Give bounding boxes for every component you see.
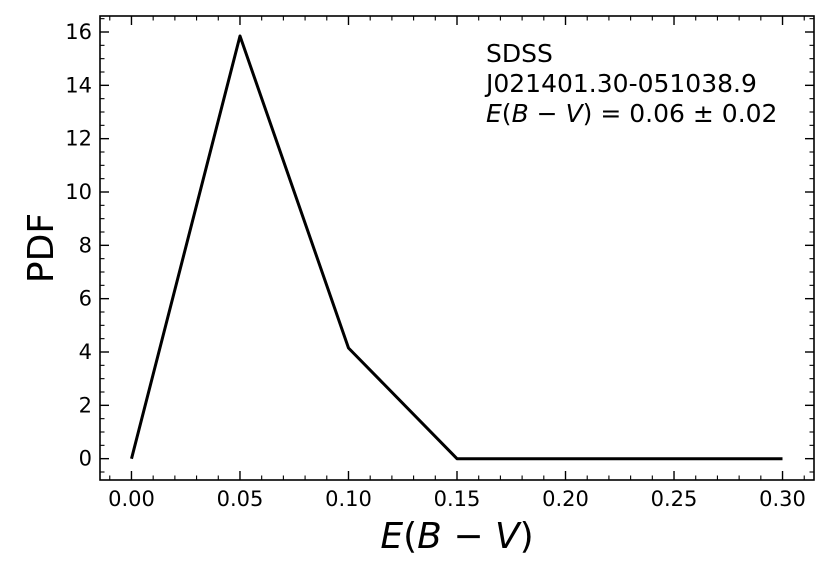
y-tick-label: 10 <box>65 180 92 204</box>
y-tick-label: 16 <box>65 20 92 44</box>
y-tick-labels: 0 2 4 6 8 10 12 14 16 <box>65 20 92 471</box>
x-tick-label: 0.30 <box>759 487 806 511</box>
annotation-line-2: J021401.30-051038.9 <box>484 69 757 98</box>
y-tick-label: 2 <box>79 393 92 417</box>
series-layer <box>130 34 783 461</box>
y-axis-title: PDF <box>21 213 62 283</box>
y-tick-label: 14 <box>65 73 92 97</box>
x-tick-label: 0.20 <box>542 487 589 511</box>
plot-frame <box>99 15 815 481</box>
plot-background <box>100 16 814 480</box>
annotation: SDSS J021401.30-051038.9 E(B − V) = 0.06… <box>484 39 777 128</box>
annotation-line-1: SDSS <box>486 39 553 68</box>
x-axis-title: E(B − V) <box>380 516 533 557</box>
major-ticks <box>100 16 814 480</box>
x-tick-label: 0.00 <box>108 487 155 511</box>
x-tick-labels: 0.00 0.05 0.10 0.15 0.20 0.25 0.30 <box>108 487 806 511</box>
pdf-series-line <box>130 34 783 461</box>
y-tick-label: 6 <box>79 287 92 311</box>
x-tick-label: 0.05 <box>217 487 264 511</box>
y-tick-label: 12 <box>65 127 92 151</box>
y-tick-label: 4 <box>79 340 92 364</box>
x-tick-label: 0.10 <box>325 487 372 511</box>
x-tick-label: 0.15 <box>434 487 481 511</box>
y-tick-label: 0 <box>79 447 92 471</box>
y-tick-label: 8 <box>79 233 92 257</box>
x-tick-label: 0.25 <box>651 487 698 511</box>
annotation-line-3: E(B − V) = 0.06 ± 0.02 <box>486 99 777 128</box>
